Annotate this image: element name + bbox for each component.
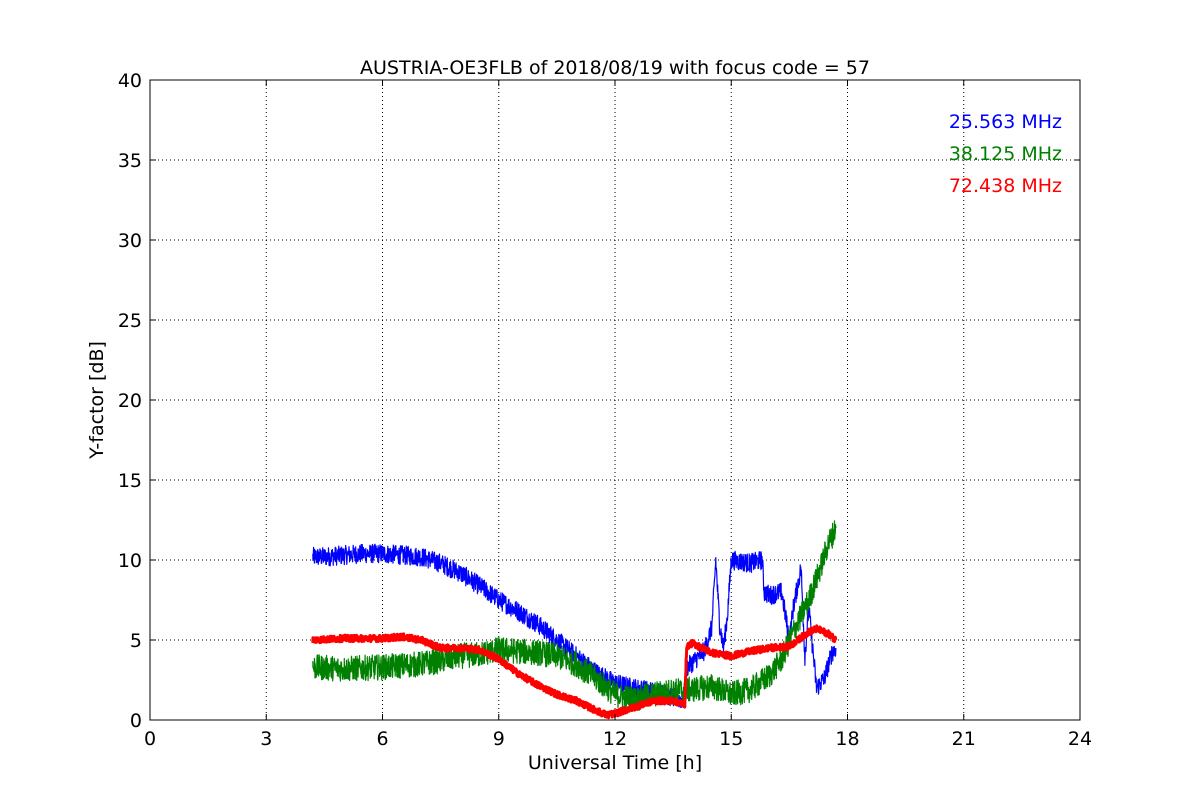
series-lines <box>311 520 838 720</box>
y-tick-label: 25 <box>118 310 142 332</box>
x-tick-label: 9 <box>493 728 505 750</box>
series-line-2 <box>312 520 837 712</box>
x-tick-label: 12 <box>603 728 627 750</box>
y-tick-label: 30 <box>118 230 142 252</box>
series-line-3 <box>311 624 838 720</box>
x-tick-label: 15 <box>719 728 743 750</box>
y-tick-label: 40 <box>118 70 142 92</box>
y-tick-label: 20 <box>118 390 142 412</box>
y-tick-label: 35 <box>118 150 142 172</box>
x-axis-label: Universal Time [h] <box>528 752 702 774</box>
x-tick-label: 21 <box>952 728 976 750</box>
x-tick-label: 3 <box>260 728 272 750</box>
x-tick-label: 0 <box>144 728 156 750</box>
y-axis-label: Y-factor [dB] <box>86 341 108 460</box>
axis-ticks: 0 3 6 9 12 15 18 21 24 0 5 10 15 20 25 30 35 40 <box>118 70 1092 750</box>
grid-lines <box>150 80 1080 720</box>
chart-title: AUSTRIA-OE3FLB of 2018/08/19 with focus … <box>360 57 870 79</box>
y-tick-label: 5 <box>130 630 142 652</box>
legend: 25.563 MHz 38.125 MHz 72.438 MHz <box>949 111 1062 197</box>
y-tick-label: 10 <box>118 550 142 572</box>
legend-label-3: 72.438 MHz <box>949 175 1062 197</box>
legend-label-2: 38.125 MHz <box>949 143 1062 165</box>
legend-label-1: 25.563 MHz <box>949 111 1062 133</box>
x-tick-label: 6 <box>376 728 388 750</box>
x-tick-label: 18 <box>835 728 859 750</box>
y-tick-label: 15 <box>118 470 142 492</box>
y-tick-label: 0 <box>130 710 142 732</box>
x-tick-label: 24 <box>1068 728 1092 750</box>
